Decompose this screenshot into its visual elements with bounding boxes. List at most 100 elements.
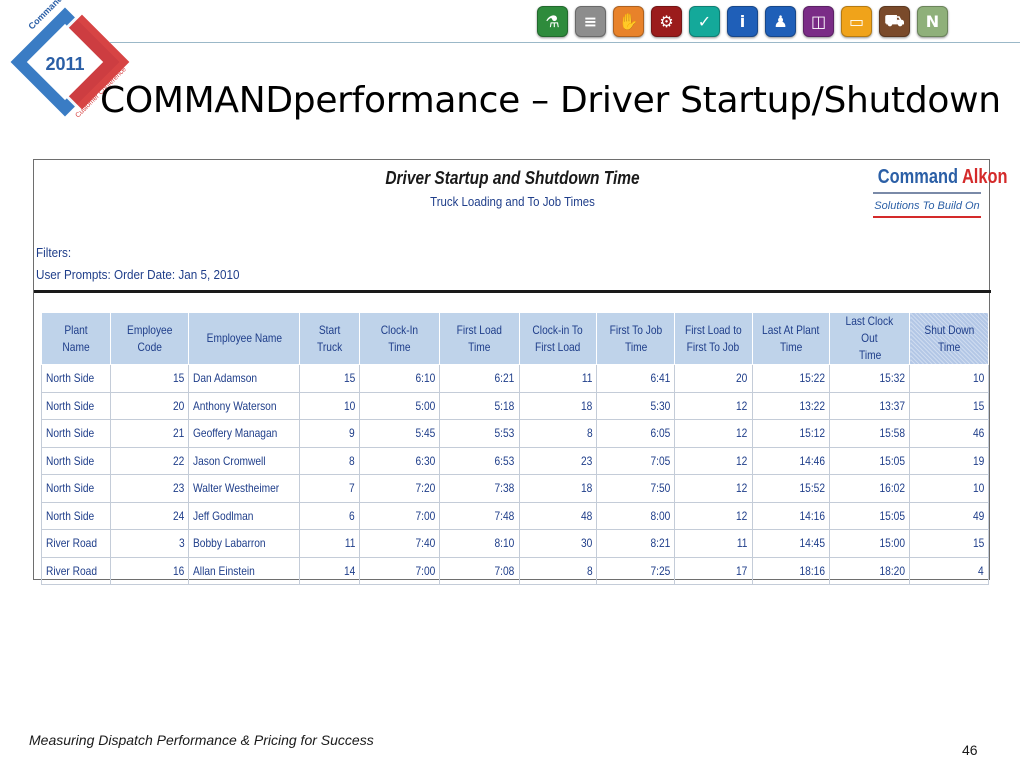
table-cell: 18:16 <box>751 556 831 585</box>
cell-value: 6:05 <box>650 426 670 441</box>
cell-value: 10 <box>972 481 984 496</box>
table-row: River Road 16 Allan Einstein 14 7:00 7:08 8 7:2… <box>40 556 989 585</box>
table-cell: 5:45 <box>359 419 440 448</box>
table-cell: 7:20 <box>359 474 440 503</box>
table-cell: Walter Westheimer <box>188 474 300 503</box>
table-cell: 8:00 <box>596 501 675 530</box>
cell-value: 8 <box>586 426 593 441</box>
cell-value: 15 <box>972 398 984 413</box>
cell-value: 7:40 <box>415 536 435 551</box>
cell-value: 8:00 <box>650 508 670 523</box>
table-cell: 15:22 <box>751 364 831 393</box>
folder-icon[interactable]: ▭ <box>841 6 872 37</box>
table-cell: 7:08 <box>438 556 520 585</box>
cell-value: 13:37 <box>879 398 906 413</box>
cell-value: 18:20 <box>879 563 906 578</box>
table-cell: 10 <box>909 474 989 503</box>
truck-icon[interactable]: ⛟ <box>879 6 910 37</box>
table-cell: 11 <box>674 529 753 558</box>
stack-icon[interactable]: ≡ <box>575 6 606 37</box>
person-icon[interactable]: ♟ <box>765 6 796 37</box>
cell-value: 10 <box>972 371 984 386</box>
column-header-label: Clock-in To <box>532 322 584 337</box>
cell-value: 7:25 <box>650 563 670 578</box>
table-cell: 13:22 <box>751 391 831 420</box>
cell-value: Allan Einstein <box>193 563 256 578</box>
cell-value: 6:53 <box>494 453 515 468</box>
cell-value: 7:00 <box>415 563 435 578</box>
user-prompts: User Prompts: Order Date: Jan 5, 2010 <box>36 267 240 282</box>
window-icon[interactable]: ◫ <box>803 6 834 37</box>
table-row: North Side 24 Jeff Godlman 6 7:00 7:48 48 8:00 1… <box>40 501 989 530</box>
cell-value: 9 <box>349 426 356 441</box>
column-header[interactable]: Last At Plant Time <box>751 312 831 365</box>
cell-value: 7:38 <box>494 481 515 496</box>
flask-icon[interactable]: ⚗ <box>537 6 568 37</box>
table-cell: 5:53 <box>438 419 520 448</box>
cell-value: 5:30 <box>650 398 670 413</box>
cell-value: River Road <box>46 536 98 551</box>
table-cell: 3 <box>110 529 190 558</box>
n-icon[interactable]: N <box>917 6 948 37</box>
cell-value: 11 <box>344 536 356 551</box>
driver-times-table: Plant Name Employee Code Employee Name Star… <box>40 312 989 585</box>
column-header-label: First Load Time <box>456 322 502 354</box>
cell-value: 12 <box>736 453 748 468</box>
table-cell: 6:21 <box>438 364 520 393</box>
table-cell: 7:38 <box>438 474 520 503</box>
check-icon[interactable]: ✓ <box>689 6 720 37</box>
column-header[interactable]: Shut Down Time <box>909 312 989 365</box>
cell-value: Jeff Godlman <box>193 508 254 523</box>
table-cell: 7:00 <box>359 501 440 530</box>
table-cell: 11 <box>298 529 361 558</box>
cell-value: Jason Cromwell <box>193 453 267 468</box>
cell-value: 5:45 <box>415 426 435 441</box>
column-header[interactable]: Clock-in To First Load <box>518 312 598 365</box>
column-header[interactable]: Employee Code <box>110 312 190 365</box>
table-cell: 5:18 <box>438 391 520 420</box>
command-alkon-logo: Command Alkon Solutions To Build On <box>867 166 1008 218</box>
cell-value: 5:00 <box>415 398 435 413</box>
logo-year: 2011 <box>45 54 84 74</box>
cell-value: 18 <box>581 398 593 413</box>
table-cell: North Side <box>40 364 112 393</box>
cell-value: 24 <box>173 508 185 523</box>
cell-value: 14:16 <box>799 508 826 523</box>
table-cell: Jeff Godlman <box>188 501 300 530</box>
hand-icon[interactable]: ✋ <box>613 6 644 37</box>
cell-value: North Side <box>46 371 95 386</box>
cell-value: 16:02 <box>879 481 906 496</box>
cell-value: 18:16 <box>799 563 826 578</box>
column-header[interactable]: First Load to First To Job <box>674 312 753 365</box>
cell-value: 15:00 <box>879 536 906 551</box>
column-header[interactable]: Last Clock Out Time <box>829 312 911 365</box>
info-icon[interactable]: i <box>727 6 758 37</box>
table-cell: 8:10 <box>438 529 520 558</box>
cell-value: 6:10 <box>415 371 435 386</box>
cell-value: 7:50 <box>650 481 670 496</box>
table-cell: 6:30 <box>359 446 440 475</box>
cell-value: 6:21 <box>494 371 515 386</box>
cell-value: 15:12 <box>799 426 826 441</box>
column-header-label: Last At Plant <box>762 322 820 337</box>
table-cell: 14:45 <box>751 529 831 558</box>
brand-underline <box>873 216 981 218</box>
column-header-label: Start Truck <box>316 322 343 354</box>
column-header[interactable]: Plant Name <box>40 312 112 365</box>
column-header[interactable]: Employee Name <box>188 312 300 365</box>
cell-value: 7:05 <box>650 453 670 468</box>
table-cell: Geoffery Managan <box>188 419 300 448</box>
cell-value: Anthony Waterson <box>193 398 278 413</box>
table-cell: 5:00 <box>359 391 440 420</box>
column-header[interactable]: Start Truck <box>298 312 361 365</box>
gears-icon[interactable]: ⚙ <box>651 6 682 37</box>
column-header[interactable]: First To Job Time <box>596 312 675 365</box>
cell-value: 23 <box>173 481 185 496</box>
column-header[interactable]: First Load Time <box>438 312 520 365</box>
column-header[interactable]: Clock-In Time <box>359 312 440 365</box>
cell-value: 13:22 <box>799 398 826 413</box>
cell-value: 15:52 <box>799 481 826 496</box>
cell-value: 15:05 <box>879 508 906 523</box>
cell-value: 12 <box>736 426 748 441</box>
cell-value: 8:10 <box>494 536 515 551</box>
